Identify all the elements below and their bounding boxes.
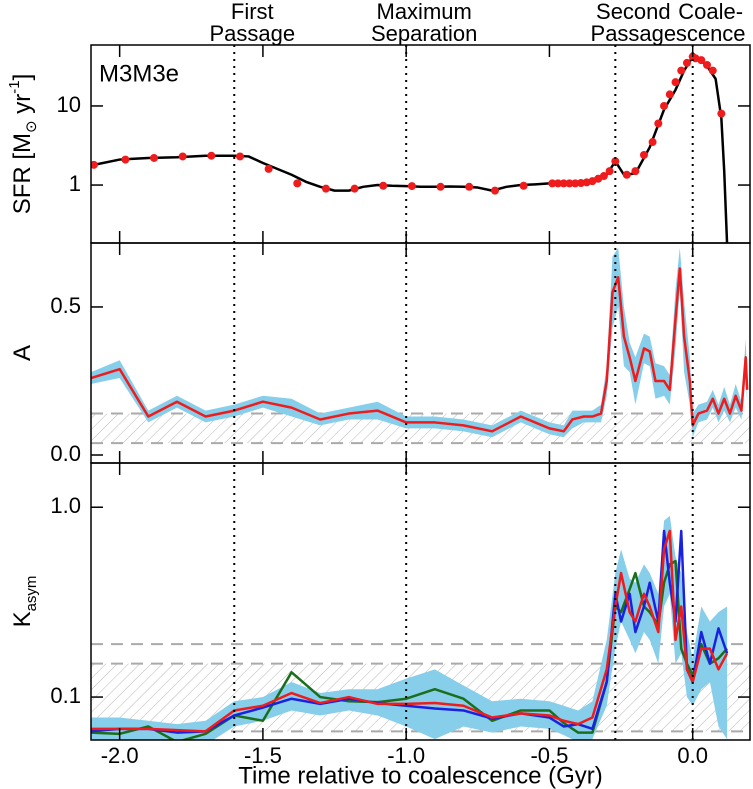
data-point [677, 66, 686, 75]
y-tick-label: 0.0 [50, 441, 81, 466]
event-label: Passage [209, 21, 295, 46]
data-point [350, 184, 359, 193]
x-tick-label: -0.5 [530, 743, 568, 768]
event-label: Coale- [678, 0, 743, 24]
data-point [436, 182, 445, 191]
y-axis-label-part: SFR [M [9, 133, 36, 214]
y-tick-label: 1 [69, 171, 81, 196]
data-point [465, 182, 474, 191]
y-tick-label: 1.0 [50, 493, 81, 518]
y-axis-label: SFR [M⊙ yr-1] [6, 74, 40, 215]
event-label: Passage [591, 21, 677, 46]
data-point [178, 152, 187, 161]
x-tick-label: -2.0 [101, 743, 139, 768]
data-point [599, 172, 608, 181]
data-point [235, 152, 244, 161]
plot-area [91, 515, 750, 740]
event-label: First [231, 0, 274, 24]
y-tick-label: 10 [57, 92, 81, 117]
data-line [91, 529, 729, 734]
y-axis-label-part: -1 [6, 80, 23, 93]
y-axis-label-part: asym [23, 576, 40, 612]
event-label: Separation [371, 21, 477, 46]
data-point [519, 181, 528, 190]
data-point [321, 184, 330, 193]
event-label: scence [676, 21, 746, 46]
data-point [665, 90, 674, 99]
panel-label: M3M3e [99, 60, 179, 87]
data-point [660, 101, 669, 110]
data-point [565, 179, 574, 188]
x-axis-label: Time relative to coalescence (Gyr) [238, 762, 603, 789]
y-axis-label-part: K [9, 611, 36, 627]
data-line [93, 55, 729, 243]
data-point [639, 150, 648, 159]
plot-area [91, 52, 729, 243]
data-point [708, 66, 717, 75]
panel-frame [90, 462, 751, 741]
y-axis-label: A [9, 345, 36, 361]
data-line [91, 529, 729, 733]
data-point [697, 56, 706, 65]
y-axis-label-part: yr [9, 94, 36, 121]
data-point [548, 179, 557, 188]
data-point [671, 78, 680, 87]
data-point [605, 167, 614, 176]
y-axis-label-part: ] [9, 74, 36, 81]
data-point [207, 151, 216, 160]
data-point [264, 164, 273, 173]
y-axis-label: Kasym [9, 576, 40, 628]
data-point [682, 58, 691, 67]
data-line [91, 559, 729, 740]
data-point [490, 186, 499, 195]
event-label: Second [596, 0, 671, 24]
data-point [379, 181, 388, 190]
data-line [91, 267, 749, 433]
y-tick-label: 0.1 [50, 683, 81, 708]
x-tick-label: -1.5 [244, 743, 282, 768]
data-point [150, 153, 159, 162]
x-tick-label: 0.0 [677, 743, 708, 768]
data-point [293, 179, 302, 188]
data-point [571, 179, 580, 188]
data-point [717, 109, 726, 118]
data-point [611, 157, 620, 166]
y-tick-label: 0.5 [50, 293, 81, 318]
plot-area [91, 247, 750, 445]
data-point [91, 160, 98, 169]
data-point [407, 182, 416, 191]
data-point [559, 179, 568, 188]
y-axis-label-part: A [9, 345, 36, 361]
data-point [703, 60, 712, 69]
y-axis-label-part: ⊙ [23, 120, 40, 133]
event-label: Maximum [377, 0, 472, 24]
data-point [654, 119, 663, 128]
data-point [121, 155, 130, 164]
data-point [648, 138, 657, 147]
x-tick-label: -1.0 [387, 743, 425, 768]
data-point [554, 179, 563, 188]
data-point [631, 167, 640, 176]
data-point [622, 170, 631, 179]
